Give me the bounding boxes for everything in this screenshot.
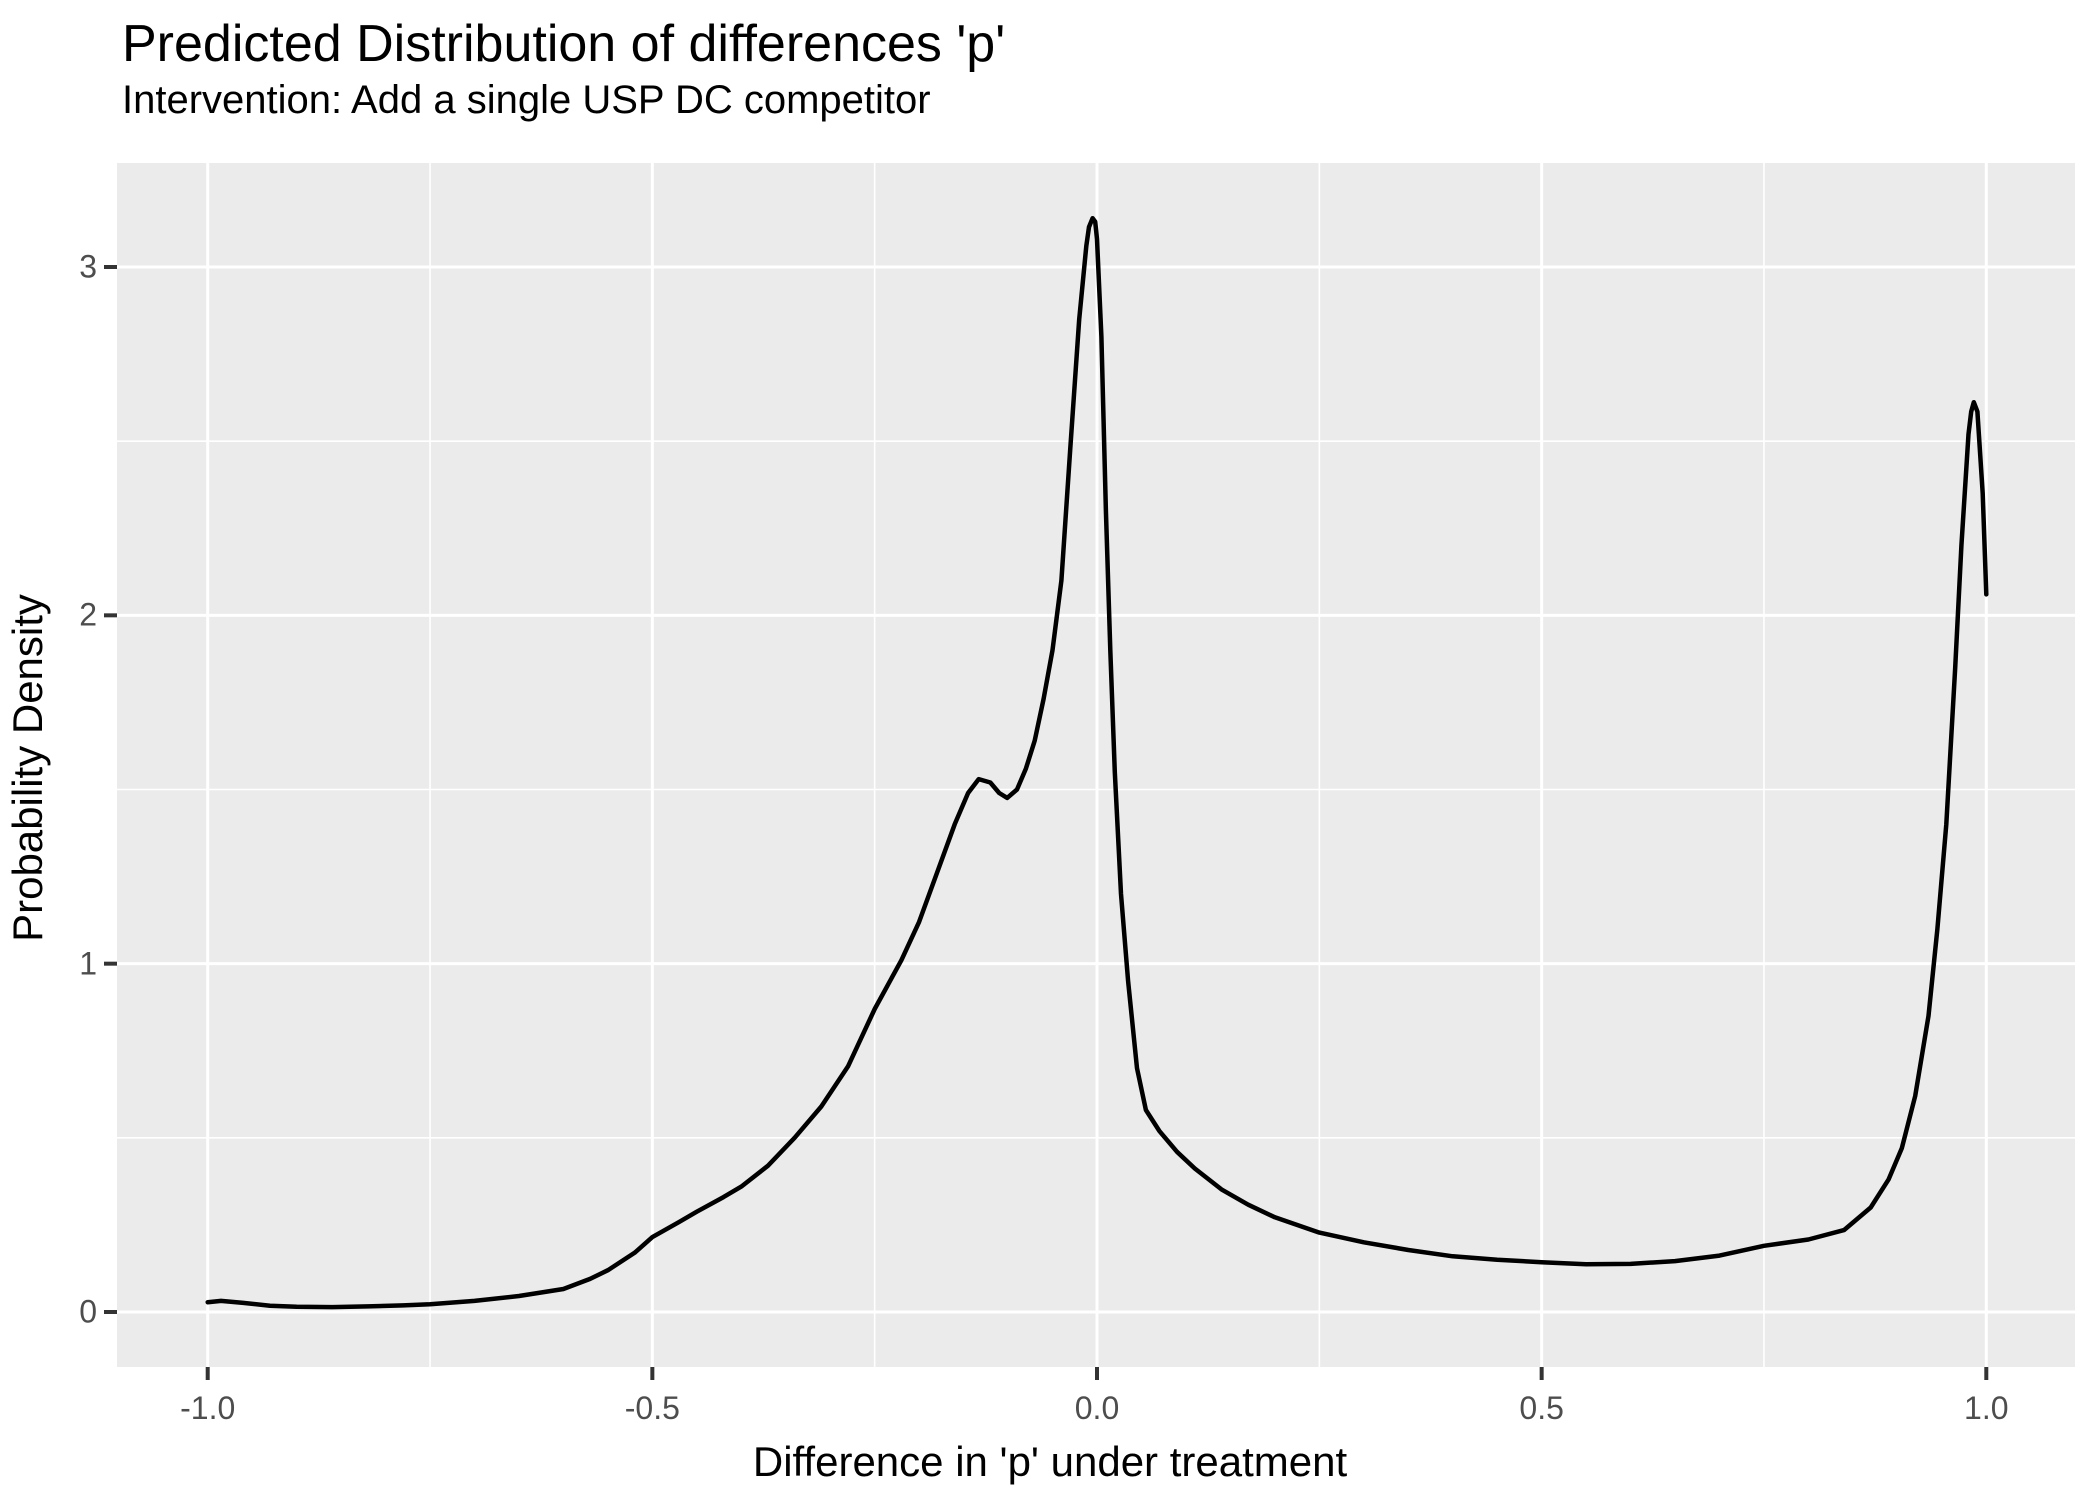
y-tick-label: 3	[79, 248, 97, 285]
x-tick-label: 1.0	[1964, 1390, 2009, 1426]
chart-title: Predicted Distribution of differences 'p…	[122, 15, 1006, 73]
density-curve	[205, 215, 1989, 1310]
x-axis-title: Difference in 'p' under treatment	[752, 1438, 1348, 1485]
y-axis-title: Probability Density	[4, 594, 51, 942]
chart-subtitle: Intervention: Add a single USP DC compet…	[122, 78, 931, 122]
x-tick-label: 0.5	[1519, 1390, 1564, 1426]
y-tick-label: 1	[79, 945, 97, 982]
x-tick-label: -0.5	[624, 1390, 680, 1426]
x-tick-label: 0.0	[1074, 1390, 1120, 1426]
x-tick-label: -1.0	[180, 1390, 236, 1426]
y-tick-label: 2	[79, 596, 97, 633]
y-tick-label: 0	[79, 1293, 97, 1330]
